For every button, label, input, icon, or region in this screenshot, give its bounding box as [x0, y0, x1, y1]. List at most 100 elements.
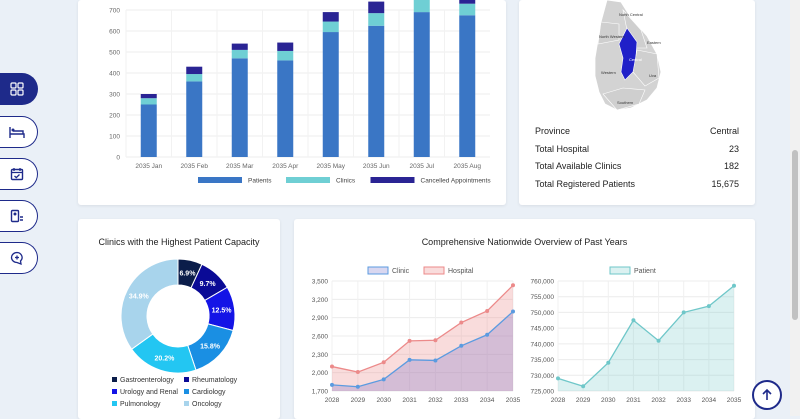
- x-tick-label: 2035 Jan: [135, 163, 162, 170]
- y-tick-label: 755,000: [531, 294, 555, 301]
- x-tick-label: 2035: [727, 397, 742, 404]
- series-line: [331, 284, 514, 373]
- data-point: [556, 376, 560, 381]
- bar-segment: [186, 66, 203, 75]
- y-tick-label: 3,500: [312, 279, 329, 286]
- data-point: [459, 343, 464, 348]
- x-tick-label: 2029: [351, 397, 366, 404]
- series-area: [332, 285, 513, 391]
- data-point: [511, 283, 515, 288]
- scrollbar-thumb[interactable]: [792, 150, 798, 320]
- bar-segment: [413, 12, 430, 157]
- data-point: [433, 338, 438, 343]
- dashboard-icon: [9, 82, 24, 96]
- page-scrollbar[interactable]: [790, 0, 800, 416]
- nav-calendar-button[interactable]: [0, 158, 38, 190]
- data-point: [631, 318, 636, 323]
- y-tick-label: 600: [109, 29, 120, 36]
- x-tick-label: 2033: [454, 397, 469, 404]
- bar-segment: [186, 81, 203, 157]
- bar-segment: [459, 0, 476, 4]
- data-point: [407, 338, 412, 343]
- slice-label: 15.8%: [200, 344, 221, 351]
- nav-hospital-button[interactable]: [0, 116, 38, 148]
- bar-segment: [459, 15, 476, 157]
- bar-segment: [368, 13, 385, 26]
- sri-lanka-map[interactable]: North Central North Western Eastern Cent…: [519, 0, 755, 112]
- data-point: [459, 320, 464, 325]
- donut-slice: [120, 258, 179, 350]
- hospital-bed-icon: [8, 127, 25, 138]
- x-tick-label: 2032: [428, 397, 443, 404]
- id-card-icon: [10, 209, 23, 223]
- legend-label: Pulmonology: [120, 401, 161, 408]
- legend-label: Rheumatology: [192, 377, 238, 384]
- y-tick-label: 740,000: [531, 341, 555, 348]
- donut-title: Clinics with the Highest Patient Capacit…: [98, 237, 260, 247]
- info-value: 182: [723, 161, 739, 171]
- nationwide-overview-card: Comprehensive Nationwide Overview of Pas…: [294, 219, 755, 419]
- x-tick-label: 2034: [480, 397, 495, 404]
- data-point: [355, 384, 360, 389]
- sidebar-nav: [0, 0, 40, 416]
- total-clinics-row: Total Available Clinics 182: [535, 161, 739, 171]
- legend-label: Hospital: [448, 268, 474, 275]
- total-patients-row: Total Registered Patients 15,675: [535, 179, 739, 189]
- info-label: Total Registered Patients: [535, 179, 636, 189]
- nav-patient-card-button[interactable]: [0, 200, 38, 232]
- slice-label: 34.9%: [129, 293, 150, 300]
- data-point: [407, 357, 412, 362]
- y-tick-label: 735,000: [531, 357, 555, 364]
- bar-segment: [140, 98, 157, 105]
- legend-label: Gastroenterology: [120, 377, 174, 384]
- data-point: [330, 382, 334, 387]
- y-tick-label: 200: [109, 113, 120, 120]
- data-point: [511, 309, 515, 314]
- slice-label: 12.5%: [212, 308, 233, 315]
- x-tick-label: 2035 May: [316, 163, 345, 170]
- x-tick-label: 2031: [626, 397, 641, 404]
- bar-segment: [368, 1, 385, 14]
- bar-segment: [231, 43, 248, 50]
- bar-segment: [140, 94, 157, 99]
- bar-segment: [140, 104, 157, 157]
- series-area: [332, 311, 513, 391]
- y-tick-label: 750,000: [531, 310, 555, 317]
- data-point: [681, 310, 686, 315]
- province-card: North Central North Western Eastern Cent…: [519, 0, 755, 205]
- y-tick-label: 400: [109, 71, 120, 78]
- x-tick-label: 2031: [402, 397, 417, 404]
- x-tick-label: 2035 Apr: [272, 163, 299, 170]
- data-point: [581, 384, 586, 389]
- map-label: Eastern: [647, 40, 661, 45]
- bar-segment: [277, 50, 294, 61]
- data-point: [330, 364, 334, 369]
- x-tick-label: 2028: [551, 397, 566, 404]
- y-tick-label: 300: [109, 92, 120, 99]
- capacity-donut-chart: 6.9% 9.7% 12.5% 15.8% 20.2% 34.9% Gastroentero…: [112, 258, 238, 408]
- legend-label: Cancelled Appointments: [421, 178, 492, 185]
- legend-swatch: [423, 266, 445, 275]
- total-hospital-row: Total Hospital 23: [535, 144, 739, 154]
- y-tick-label: 725,000: [531, 389, 555, 396]
- legend-swatch: [609, 266, 631, 275]
- slice-label: 9.7%: [200, 281, 217, 288]
- x-tick-label: 2033: [676, 397, 691, 404]
- y-tick-label: 745,000: [531, 326, 555, 333]
- data-point: [656, 338, 661, 343]
- y-tick-label: 760,000: [531, 279, 555, 286]
- overview-title: Comprehensive Nationwide Overview of Pas…: [421, 237, 628, 247]
- map-label: Uva: [649, 73, 657, 78]
- data-point: [381, 360, 386, 365]
- chat-plus-icon: [10, 251, 23, 265]
- map-label: Western: [601, 70, 616, 75]
- monthly-bar-chart: 0 100 200 300 400 500 600 700 2035 Jan 2035 Feb 20…: [109, 0, 492, 185]
- nav-chat-button[interactable]: [0, 242, 38, 274]
- legend-label: Urology and Renal: [120, 389, 178, 396]
- calendar-icon: [10, 168, 23, 181]
- map-label: Southern: [617, 100, 633, 105]
- legend-swatch: [112, 377, 117, 382]
- scroll-to-top-button[interactable]: [752, 380, 782, 410]
- x-tick-label: 2034: [702, 397, 717, 404]
- nav-dashboard-button[interactable]: [0, 73, 38, 105]
